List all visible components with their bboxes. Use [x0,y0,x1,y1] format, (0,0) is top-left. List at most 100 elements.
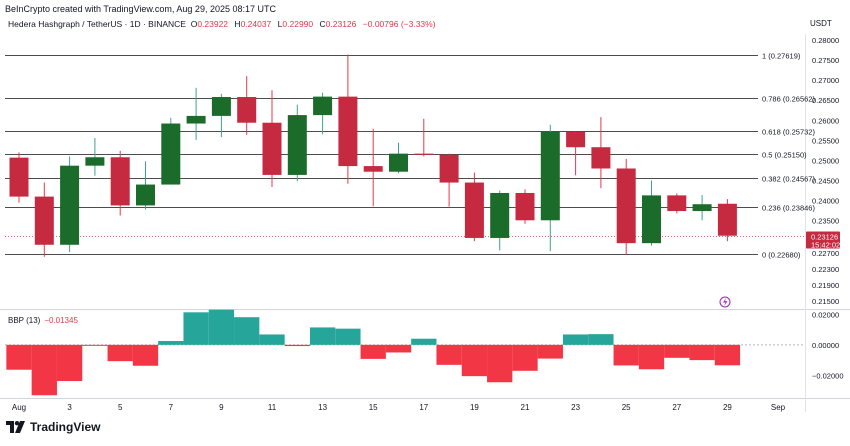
time-tick-label: 7 [169,403,174,412]
candle-body [642,195,661,244]
price-change: −0.00796 (−3.33%) [362,19,436,29]
candle-body [414,153,434,155]
bbp-legend[interactable]: BBP (13) −0.01345 [8,316,78,325]
price-tick-label: 0.22700 [812,249,839,258]
bbp-bar [31,344,57,396]
bbp-bar [158,341,184,345]
time-tick-label: Aug [12,403,26,412]
bbp-bar [56,344,83,382]
currency-label: USDT [810,19,832,28]
bbp-bar [512,344,538,371]
candle-body [667,195,687,212]
price-tick-label: 0.23500 [812,217,839,226]
candle-body [566,131,586,148]
bbp-bar [436,344,462,365]
price-tick-label: 0.24500 [812,177,839,186]
bbp-bar [461,344,488,377]
bbp-bar [689,344,715,361]
candle-body [439,154,459,183]
price-tick-label: 0.27500 [812,56,839,65]
candle-body [591,147,611,169]
fib-label-2: 0.618 (0.25732) [762,128,815,137]
ohlc-low: 0.22990 [282,19,314,29]
candle-body [338,96,358,167]
candle-body [60,165,80,245]
bbp-bar [411,338,437,345]
bbp-bar [259,334,285,345]
fib-label-4: 0.382 (0.24567) [762,175,815,184]
ohlc-low-key: L [277,19,283,29]
fib-label-1: 0.786 (0.26562) [762,95,815,104]
fib-label-5: 0.236 (0.23846) [762,204,815,213]
bbp-bar [132,344,159,366]
time-tick-label: 5 [118,403,123,412]
event-marker-icon [719,296,731,308]
ohlc-high-key: H [234,19,241,29]
ohlc-open-key: O [190,19,198,29]
candle-body [110,157,130,206]
candle-body [262,122,282,175]
tradingview-logo-icon [6,421,25,433]
candle-body [287,115,307,175]
symbol-legend[interactable]: Hedera Hashgraph / TetherUS · 1D · BINAN… [8,19,436,29]
bbp-bar [385,344,412,353]
candle-body [237,97,257,123]
candle-body [692,204,712,212]
candle-body [490,192,510,238]
time-tick-label: 9 [219,403,224,412]
candle-body [85,157,105,166]
candle-body [313,96,333,116]
price-grid [0,34,850,412]
fib-label-0: 1 (0.27619) [762,52,801,61]
bbp-bar [234,317,260,345]
price-tick-label: 0.21500 [812,297,839,306]
time-tick-label: 29 [723,403,732,412]
time-tick-label: Sep [771,403,786,412]
time-tick-label: 19 [470,403,479,412]
candle-body [9,157,29,197]
bbp-bar [638,344,665,370]
bbp-bar [309,327,336,345]
last-price-value: 0.23126 [811,233,838,242]
fibonacci-levels[interactable]: 1 (0.27619) 0.786 (0.26562) 0.618 (0.25732… [5,52,815,260]
bbp-bar [6,344,32,370]
time-tick-label: 15 [369,403,378,412]
bbp-bar [208,309,235,345]
bbp-bar [284,344,310,347]
axes[interactable]: 0.28000 0.27500 0.27000 0.26500 0.26000 0.255… [12,36,844,412]
tradingview-logo[interactable]: TradingView [6,420,100,434]
lightning-icon [723,298,728,306]
bbp-histogram [5,309,805,396]
time-tick-label: 13 [318,403,327,412]
price-countdown: 15:42:02 [811,241,840,250]
time-tick-label: 3 [67,403,72,412]
candle-body [161,123,181,185]
bbp-bar [537,344,563,359]
price-tick-label: 0.21900 [812,281,839,290]
candle-body [515,192,535,221]
bbp-bar [664,344,690,358]
price-tick-label: 0.26000 [812,116,839,125]
candle-body [389,153,408,172]
bbp-tick-label: 0.00000 [812,341,839,350]
bbp-bar [107,344,133,362]
ohlc-close-key: C [319,19,326,29]
fib-label-6: 0 (0.22680) [762,251,801,260]
candle-body [136,184,155,206]
time-tick-label: 11 [268,403,277,412]
price-tick-label: 0.25500 [812,136,839,145]
candle-body [616,168,636,244]
bbp-tick-label: 0.02000 [812,310,839,319]
candle-body [540,131,560,221]
ohlc-high: 0.24037 [240,19,272,29]
fib-label-3: 0.5 (0.25150) [762,151,807,160]
bbp-bar [562,334,589,345]
candle-body [186,115,206,124]
candle-body [34,196,54,245]
price-tick-label: 0.22300 [812,265,839,274]
candles[interactable] [9,54,737,257]
bbp-bar [183,312,209,345]
candle-body [211,97,231,116]
chart-credit: BeInCrypto created with TradingView.com,… [5,4,276,14]
